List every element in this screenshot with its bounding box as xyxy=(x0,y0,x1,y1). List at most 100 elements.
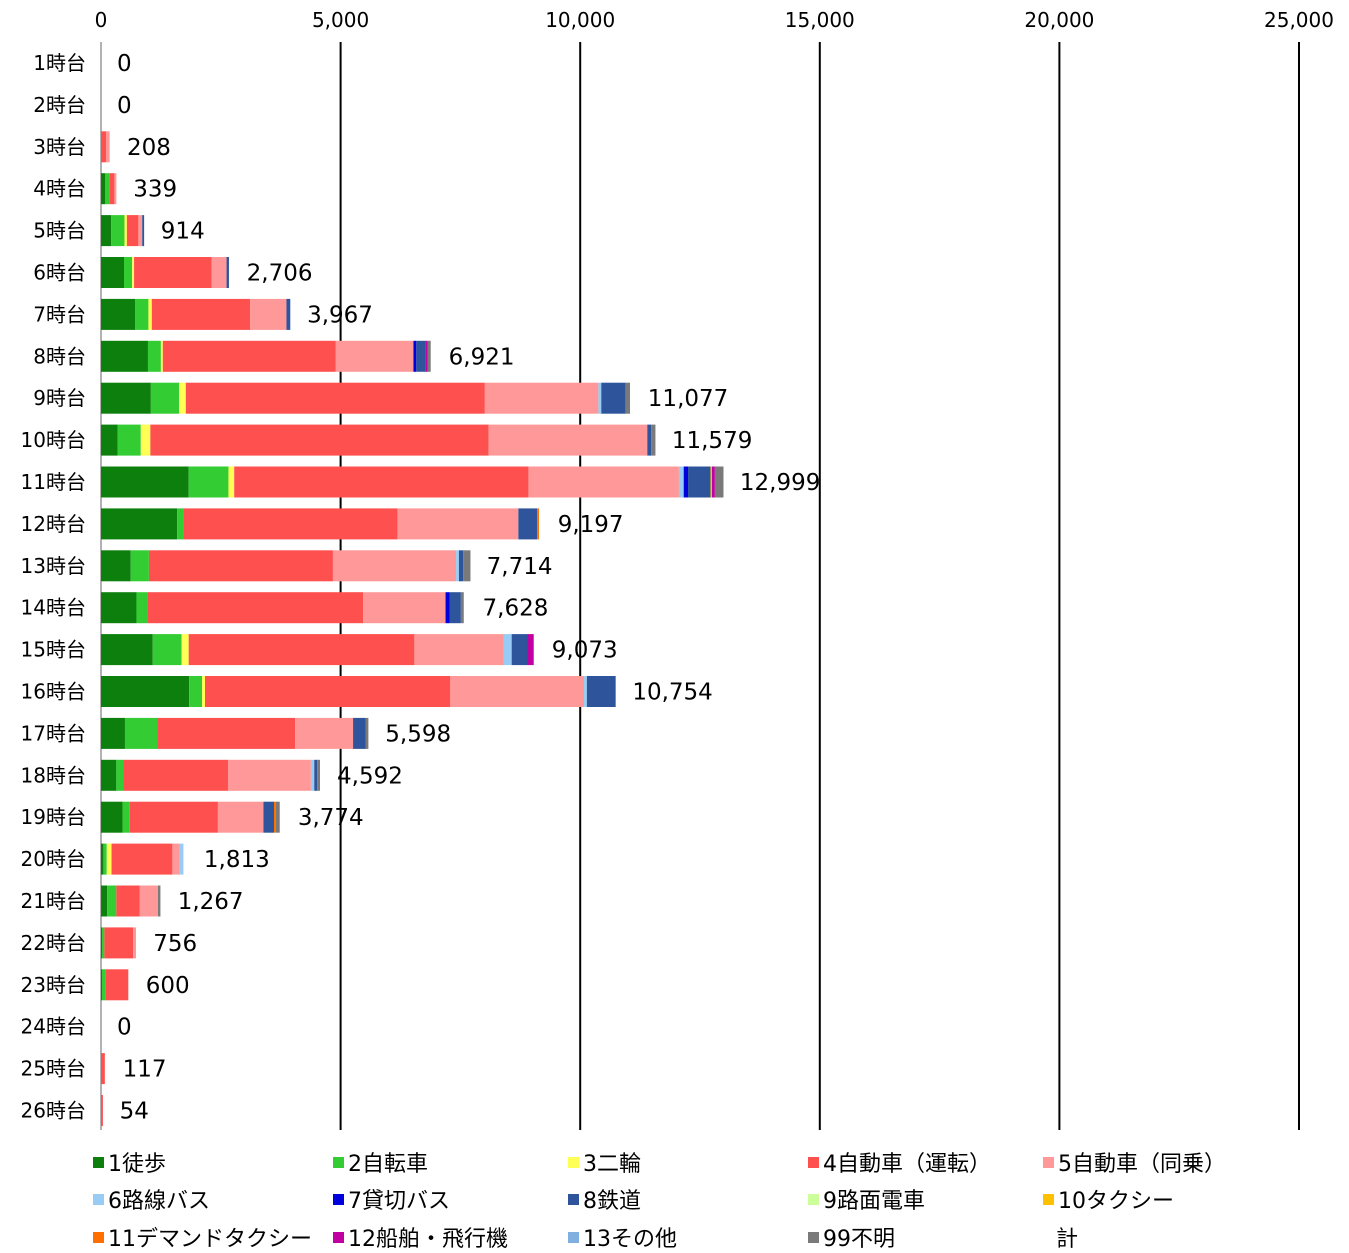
total-data-label: 1,813 xyxy=(204,847,270,873)
x-tick-label: 25,000 xyxy=(1264,8,1334,32)
y-category-label: 26時台 xyxy=(21,1099,86,1123)
bar-segment xyxy=(484,382,599,414)
bar-segment xyxy=(107,885,117,917)
legend-swatch xyxy=(93,1194,104,1205)
bar-segment xyxy=(449,592,461,624)
legend-swatch xyxy=(333,1232,344,1243)
bar-segment xyxy=(263,801,274,833)
y-category-label: 9時台 xyxy=(33,386,86,410)
bar-segment xyxy=(111,215,125,247)
bar-segment xyxy=(101,466,189,498)
bar-segment xyxy=(133,927,136,959)
bar-segment xyxy=(450,676,585,707)
legend-entry: 9路面電車 xyxy=(823,1189,925,1214)
bar-segment xyxy=(103,843,107,875)
y-category-label: 23時台 xyxy=(21,973,86,997)
total-data-label: 11,579 xyxy=(672,428,752,454)
bar-segment xyxy=(101,131,107,163)
total-data-label: 54 xyxy=(120,1099,149,1125)
bar-segment xyxy=(124,257,133,288)
total-data-label: 600 xyxy=(146,973,190,999)
bar-segment xyxy=(109,173,115,205)
y-category-label: 1時台 xyxy=(33,51,86,75)
bar-segment xyxy=(651,424,656,456)
x-tick-label: 0 xyxy=(95,8,108,32)
bar-segment xyxy=(295,717,354,749)
bar-segment xyxy=(130,550,149,582)
bar-segment xyxy=(101,927,102,959)
total-data-label: 11,077 xyxy=(648,386,728,412)
bar-segment xyxy=(134,257,212,288)
legend-entry: 3二輪 xyxy=(583,1152,641,1177)
bar-segment xyxy=(625,382,631,414)
bar-segment xyxy=(124,215,127,247)
legend-entry: 計 xyxy=(1056,1227,1078,1252)
legend-swatch xyxy=(333,1157,344,1168)
legend-entry: 13その他 xyxy=(583,1227,677,1252)
y-category-label: 8時台 xyxy=(33,344,86,368)
bar-segment xyxy=(414,634,504,666)
legend-swatch xyxy=(93,1157,104,1168)
total-data-label: 0 xyxy=(117,93,132,119)
bar-segment xyxy=(139,885,159,917)
bar-segment xyxy=(101,424,118,456)
bar-segment xyxy=(162,340,336,372)
bar-segment xyxy=(132,257,135,288)
bar-segment xyxy=(105,969,129,1001)
bar-segment xyxy=(413,340,417,372)
bar-segment xyxy=(528,466,679,498)
y-category-label: 21時台 xyxy=(21,889,86,913)
bar-segment xyxy=(688,466,711,498)
bar-segment xyxy=(101,1053,105,1085)
legend-swatch xyxy=(808,1157,819,1168)
legend-entry: 7貸切バス xyxy=(348,1189,450,1214)
bar-segment xyxy=(106,131,110,163)
bar-segment xyxy=(150,382,180,414)
bar-segment xyxy=(273,801,276,833)
bar-segment xyxy=(111,843,173,875)
total-data-label: 117 xyxy=(123,1057,167,1083)
y-category-label: 20時台 xyxy=(21,847,86,871)
y-category-label: 4時台 xyxy=(33,177,86,201)
bar-segment xyxy=(147,340,161,372)
bar-segment xyxy=(425,340,428,372)
legend-swatch xyxy=(568,1157,579,1168)
y-category-label: 16時台 xyxy=(21,680,86,704)
bar-segment xyxy=(211,257,227,288)
bar-segment xyxy=(101,173,106,205)
bar-segment xyxy=(114,173,117,205)
bar-segment xyxy=(150,424,489,456)
bar-segment xyxy=(397,508,519,540)
bar-segment xyxy=(365,717,369,749)
bar-segment xyxy=(140,424,151,456)
total-data-label: 7,714 xyxy=(487,554,553,580)
bar-segment xyxy=(427,340,431,372)
y-category-label: 19時台 xyxy=(21,805,86,829)
bar-segment xyxy=(122,801,130,833)
y-category-label: 17時台 xyxy=(21,721,86,745)
bar-segment xyxy=(181,634,189,666)
bar-segment xyxy=(142,215,145,247)
bar-segment xyxy=(217,801,264,833)
bar-segment xyxy=(101,550,131,582)
legend-entry: 2自転車 xyxy=(348,1152,428,1177)
bar-segment xyxy=(710,466,712,498)
total-data-label: 3,774 xyxy=(298,805,364,831)
bar-segment xyxy=(124,717,158,749)
y-category-label: 10時台 xyxy=(21,428,86,452)
bar-segment xyxy=(335,340,414,372)
bar-segment xyxy=(227,759,311,791)
y-category-label: 12時台 xyxy=(21,512,86,536)
bar-segment xyxy=(598,382,602,414)
bar-segment xyxy=(460,592,464,624)
x-tick-label: 10,000 xyxy=(545,8,615,32)
y-category-label: 22時台 xyxy=(21,931,86,955)
bar-segment xyxy=(160,340,163,372)
bar-segment xyxy=(310,759,315,791)
y-category-label: 5時台 xyxy=(33,219,86,243)
bar-segment xyxy=(503,634,512,666)
total-data-label: 5,598 xyxy=(385,721,451,747)
bar-segment xyxy=(152,634,182,666)
y-category-label: 25時台 xyxy=(21,1057,86,1081)
